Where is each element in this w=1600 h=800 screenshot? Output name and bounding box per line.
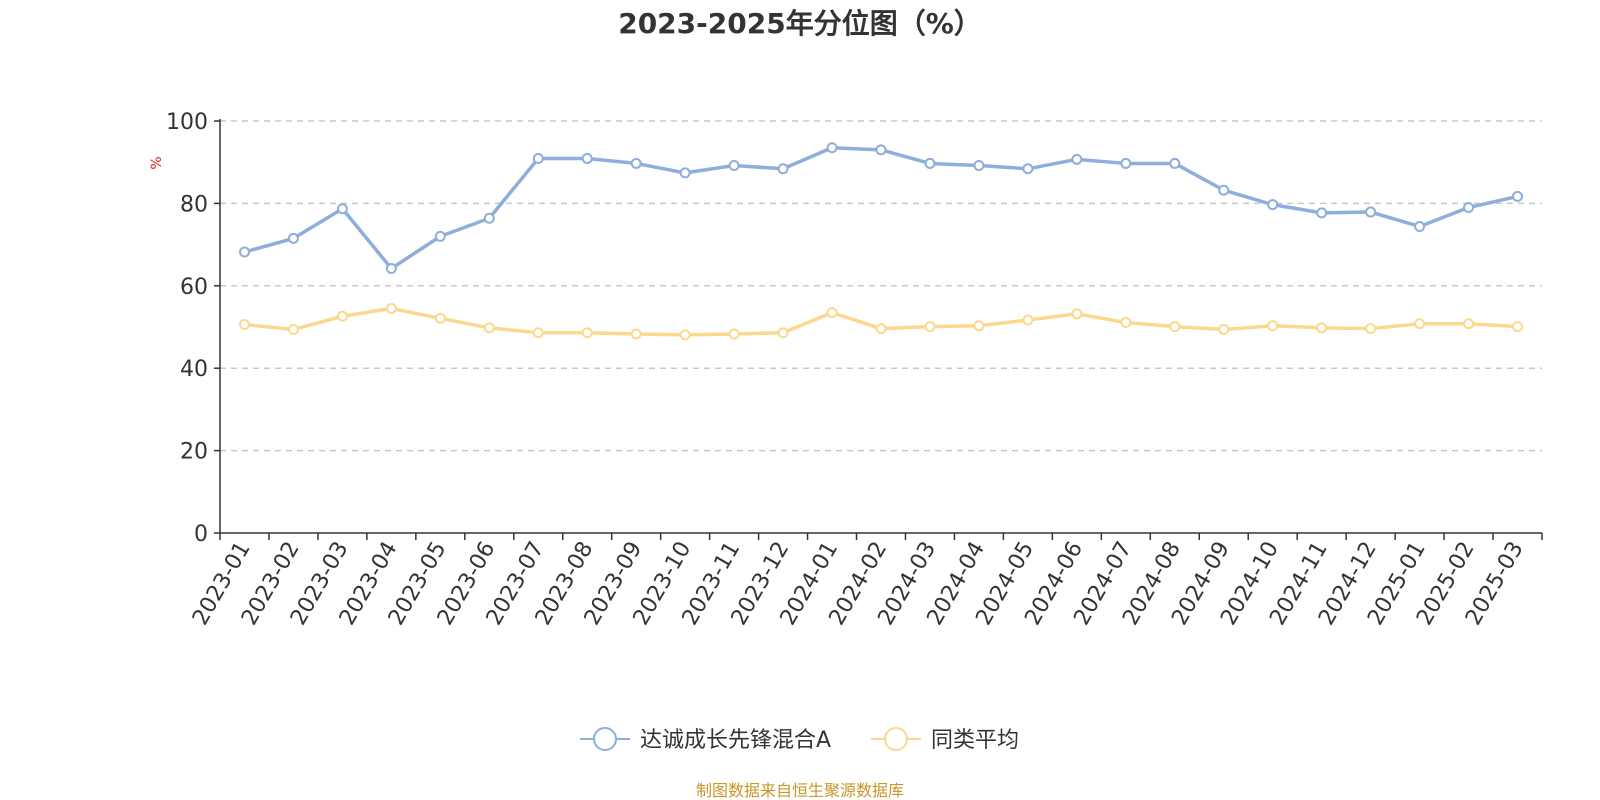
data-point-series-1[interactable] (1022, 163, 1034, 175)
data-point-series-1[interactable] (1120, 157, 1132, 169)
data-point-series-1[interactable] (336, 203, 348, 215)
data-point-series-1[interactable] (875, 144, 887, 156)
y-tick-label: 20 (180, 440, 208, 465)
data-point-series-2[interactable] (1365, 323, 1377, 335)
data-point-series-2[interactable] (287, 323, 299, 335)
data-point-series-2[interactable] (1316, 322, 1328, 334)
data-point-series-1[interactable] (1316, 207, 1328, 219)
data-point-series-1[interactable] (826, 142, 838, 154)
data-point-series-2[interactable] (581, 327, 593, 339)
data-point-series-1[interactable] (1414, 220, 1426, 232)
y-tick-label: 60 (180, 275, 208, 300)
data-point-series-2[interactable] (728, 328, 740, 340)
legend-label: 达诚成长先锋混合A (640, 728, 831, 753)
data-point-series-1[interactable] (581, 152, 593, 164)
data-point-series-2[interactable] (336, 310, 348, 322)
data-point-series-1[interactable] (1218, 184, 1230, 196)
legend[interactable]: 达诚成长先锋混合A 同类平均 (580, 727, 1019, 753)
series-layer (238, 142, 1524, 341)
legend-label: 同类平均 (931, 728, 1019, 753)
legend-item-2[interactable]: 同类平均 (871, 727, 1019, 753)
data-source-note: 制图数据来自恒生聚源数据库 (696, 781, 904, 800)
data-point-series-2[interactable] (434, 312, 446, 324)
data-point-series-2[interactable] (483, 322, 495, 334)
data-point-series-1[interactable] (1071, 153, 1083, 165)
data-point-series-2[interactable] (1463, 318, 1475, 330)
data-point-series-2[interactable] (777, 327, 789, 339)
data-point-series-1[interactable] (532, 152, 544, 164)
data-point-series-1[interactable] (630, 157, 642, 169)
data-point-series-1[interactable] (385, 262, 397, 274)
data-point-series-1[interactable] (728, 159, 740, 171)
data-point-series-2[interactable] (1169, 321, 1181, 333)
data-point-series-1[interactable] (1267, 199, 1279, 211)
y-tick-label: 100 (166, 110, 208, 135)
data-point-series-2[interactable] (679, 329, 691, 341)
legend-marker (884, 727, 908, 751)
y-tick-label: 0 (194, 522, 208, 547)
axes: 0204060801002023-012023-022023-032023-04… (166, 110, 1543, 630)
data-point-series-2[interactable] (973, 320, 985, 332)
data-point-series-1[interactable] (1512, 190, 1524, 202)
data-point-series-1[interactable] (777, 163, 789, 175)
grid-lines (220, 120, 1542, 452)
data-point-series-2[interactable] (1071, 308, 1083, 320)
data-point-series-2[interactable] (238, 319, 250, 331)
y-tick-label: 40 (180, 357, 208, 382)
data-point-series-2[interactable] (1512, 321, 1524, 333)
data-point-series-1[interactable] (287, 232, 299, 244)
data-point-series-2[interactable] (875, 323, 887, 335)
data-point-series-1[interactable] (483, 212, 495, 224)
data-point-series-1[interactable] (679, 167, 691, 179)
chart-title: 2023-2025年分位图（%） (618, 7, 982, 40)
data-point-series-2[interactable] (1120, 316, 1132, 328)
data-point-series-2[interactable] (1267, 320, 1279, 332)
data-point-series-1[interactable] (924, 157, 936, 169)
y-tick-label: 80 (180, 192, 208, 217)
data-point-series-1[interactable] (434, 230, 446, 242)
legend-marker (593, 727, 617, 751)
data-point-series-2[interactable] (1022, 314, 1034, 326)
data-point-series-1[interactable] (1169, 157, 1181, 169)
data-point-series-2[interactable] (1414, 318, 1426, 330)
series-line-1 (244, 146, 1518, 271)
data-point-series-1[interactable] (238, 246, 250, 258)
data-point-series-1[interactable] (1365, 206, 1377, 218)
data-point-series-1[interactable] (973, 159, 985, 171)
data-point-series-2[interactable] (630, 328, 642, 340)
data-point-series-2[interactable] (532, 327, 544, 339)
legend-item-1[interactable]: 达诚成长先锋混合A (580, 727, 831, 753)
data-point-series-2[interactable] (924, 321, 936, 333)
y-axis-unit: % (149, 156, 165, 169)
data-point-series-1[interactable] (1463, 202, 1475, 214)
data-point-series-2[interactable] (826, 307, 838, 319)
data-point-series-2[interactable] (385, 302, 397, 314)
data-point-series-2[interactable] (1218, 323, 1230, 335)
